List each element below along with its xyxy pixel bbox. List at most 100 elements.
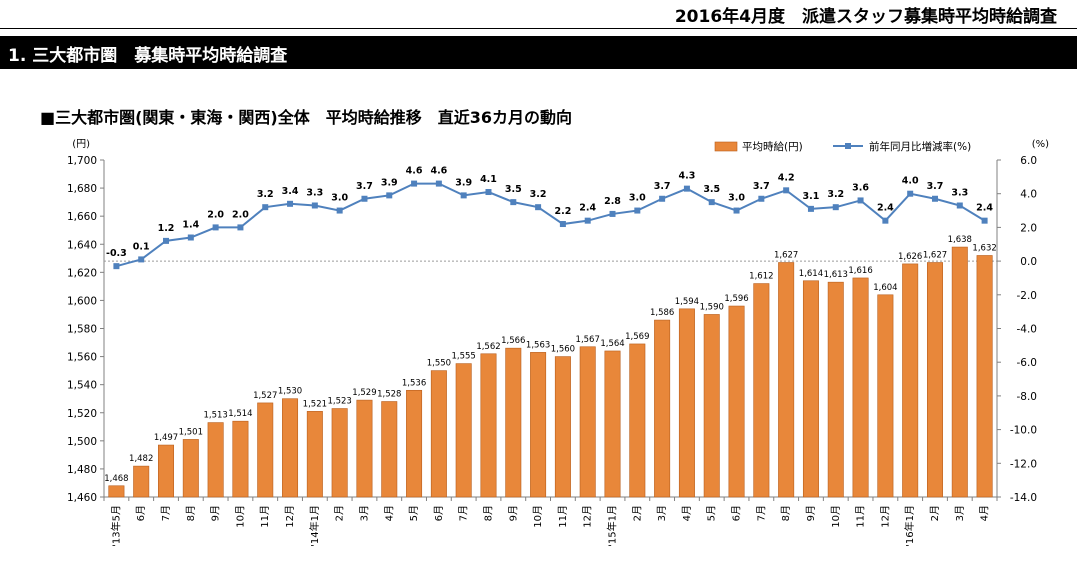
- bar-value-label: 1,497: [154, 433, 178, 443]
- bar: [331, 408, 348, 498]
- line-data-labels: -0.3 0.1 1.2 1.4 2.0 2.0 3.2 3.4 3.3 3.0 3.7 3.9 4.6…: [106, 166, 993, 260]
- bar-value-label: 1,590: [700, 302, 724, 312]
- x-category-label: '14年1月: [308, 505, 321, 547]
- chart-title: ■三大都市圏(関東・東海・関西)全体 平均時給推移 直近36カ月の動向: [40, 108, 573, 127]
- bar-value-label: 1,523: [327, 397, 351, 407]
- yoy-value-label: -0.3: [106, 248, 127, 259]
- bar: [554, 356, 571, 498]
- yoy-value-label: 4.6: [406, 166, 423, 177]
- bar-value-label: 1,627: [923, 251, 947, 261]
- bar-value-label: 1,586: [650, 308, 674, 318]
- legend-label-line: 前年同月比増減率(%): [869, 140, 971, 153]
- bar: [257, 402, 274, 498]
- x-category-label: 4月: [979, 505, 991, 521]
- bar-value-label: 1,638: [948, 235, 972, 245]
- x-category-label: 4月: [681, 505, 693, 521]
- yoy-value-label: 3.0: [629, 193, 646, 204]
- bar-value-label: 1,482: [129, 454, 153, 464]
- x-category-label: 9月: [210, 505, 222, 521]
- bar: [282, 398, 299, 498]
- yoy-line-path: [116, 182, 986, 268]
- yoy-point-marker: [931, 195, 938, 202]
- x-category-label: 11月: [259, 505, 271, 528]
- yoy-value-label: 3.7: [927, 181, 944, 192]
- bar: [654, 319, 671, 498]
- x-category-label: 12月: [582, 505, 594, 528]
- x-category-label: 12月: [879, 505, 891, 528]
- yoy-point-marker: [659, 195, 666, 202]
- x-category-label: 4月: [383, 505, 395, 521]
- yoy-point-marker: [956, 202, 963, 209]
- yoy-point-marker: [857, 197, 864, 204]
- yoy-value-label: 3.9: [381, 177, 398, 188]
- x-category-label: 8月: [482, 505, 494, 521]
- yoy-value-label: 4.3: [679, 171, 696, 182]
- bar-series-average-wage: [108, 246, 993, 498]
- yoy-value-label: 3.5: [703, 184, 720, 195]
- bar-value-label: 1,604: [873, 283, 897, 293]
- x-category-label: '16年1月: [903, 505, 916, 547]
- yoy-value-label: 2.4: [976, 203, 993, 214]
- x-category-label: 11月: [557, 505, 569, 528]
- yoy-value-label: 2.4: [877, 203, 894, 214]
- x-category-label: 7月: [755, 505, 767, 521]
- yoy-value-label: 3.4: [282, 186, 299, 197]
- bar-value-label: 1,528: [377, 390, 401, 400]
- x-category-label: 3月: [358, 505, 370, 521]
- x-category-label: 6月: [433, 505, 445, 521]
- left-tick-label: 1,580: [67, 324, 97, 336]
- title-divider: [0, 28, 1077, 29]
- yoy-value-label: 1.2: [158, 223, 175, 234]
- x-category-label: 8月: [780, 505, 792, 521]
- yoy-value-label: 3.0: [331, 193, 348, 204]
- yoy-point-marker: [212, 224, 219, 231]
- x-category-label: 6月: [135, 505, 147, 521]
- left-tick-label: 1,500: [67, 436, 97, 448]
- bar-value-label: 1,627: [774, 251, 798, 261]
- yoy-point-marker: [907, 190, 914, 197]
- yoy-value-label: 3.5: [505, 184, 522, 195]
- bar-value-label: 1,555: [452, 352, 476, 362]
- bar: [455, 363, 472, 498]
- yoy-value-label: 2.4: [579, 203, 596, 214]
- bar-value-label: 1,569: [625, 332, 649, 342]
- bar: [356, 399, 373, 498]
- right-tick-label: -4.0: [1017, 324, 1038, 336]
- bar-value-label: 1,566: [501, 336, 525, 346]
- left-tick-label: 1,700: [67, 155, 97, 167]
- x-category-label: 8月: [185, 505, 197, 521]
- x-category-label: 2月: [631, 505, 643, 521]
- right-tick-label: -2.0: [1017, 290, 1038, 302]
- yoy-value-label: 3.0: [728, 193, 745, 204]
- x-category-label: 10月: [532, 505, 544, 528]
- bar: [976, 255, 993, 498]
- chart-legend: 平均時給(円) 前年同月比増減率(%): [714, 140, 971, 153]
- yoy-value-label: 3.1: [803, 191, 820, 202]
- yoy-point-marker: [113, 263, 120, 270]
- right-tick-label: 0.0: [1020, 256, 1037, 268]
- bar-value-label: 1,564: [600, 339, 624, 349]
- yoy-value-label: 3.7: [356, 181, 373, 192]
- right-tick-label: 2.0: [1020, 222, 1037, 234]
- left-tick-label: 1,460: [67, 492, 97, 504]
- yoy-point-marker: [708, 199, 715, 206]
- left-tick-label: 1,620: [67, 267, 97, 279]
- bar: [728, 305, 745, 498]
- x-axis-labels: '13年5月 6月 7月 8月 9月 10月 11月 12月 '14年1月 2月 3月 4月 5月 6月 7…: [109, 505, 990, 547]
- bar: [629, 343, 646, 498]
- bar: [926, 262, 943, 498]
- yoy-value-label: 3.3: [951, 187, 968, 198]
- bar-value-label: 1,501: [179, 427, 203, 437]
- left-tick-label: 1,560: [67, 352, 97, 364]
- bar: [703, 314, 720, 498]
- yoy-value-label: 4.0: [902, 176, 919, 187]
- yoy-value-label: 3.3: [306, 187, 323, 198]
- yoy-point-marker: [832, 204, 839, 211]
- x-category-label: '15年1月: [606, 505, 619, 547]
- bar: [381, 401, 398, 498]
- yoy-point-marker: [634, 207, 641, 214]
- legend-swatch-marker: [845, 143, 851, 149]
- report-title: 2016年4月度 派遣スタッフ募集時平均時給調査: [674, 7, 1057, 27]
- bar: [480, 353, 497, 498]
- yoy-point-marker: [683, 185, 690, 192]
